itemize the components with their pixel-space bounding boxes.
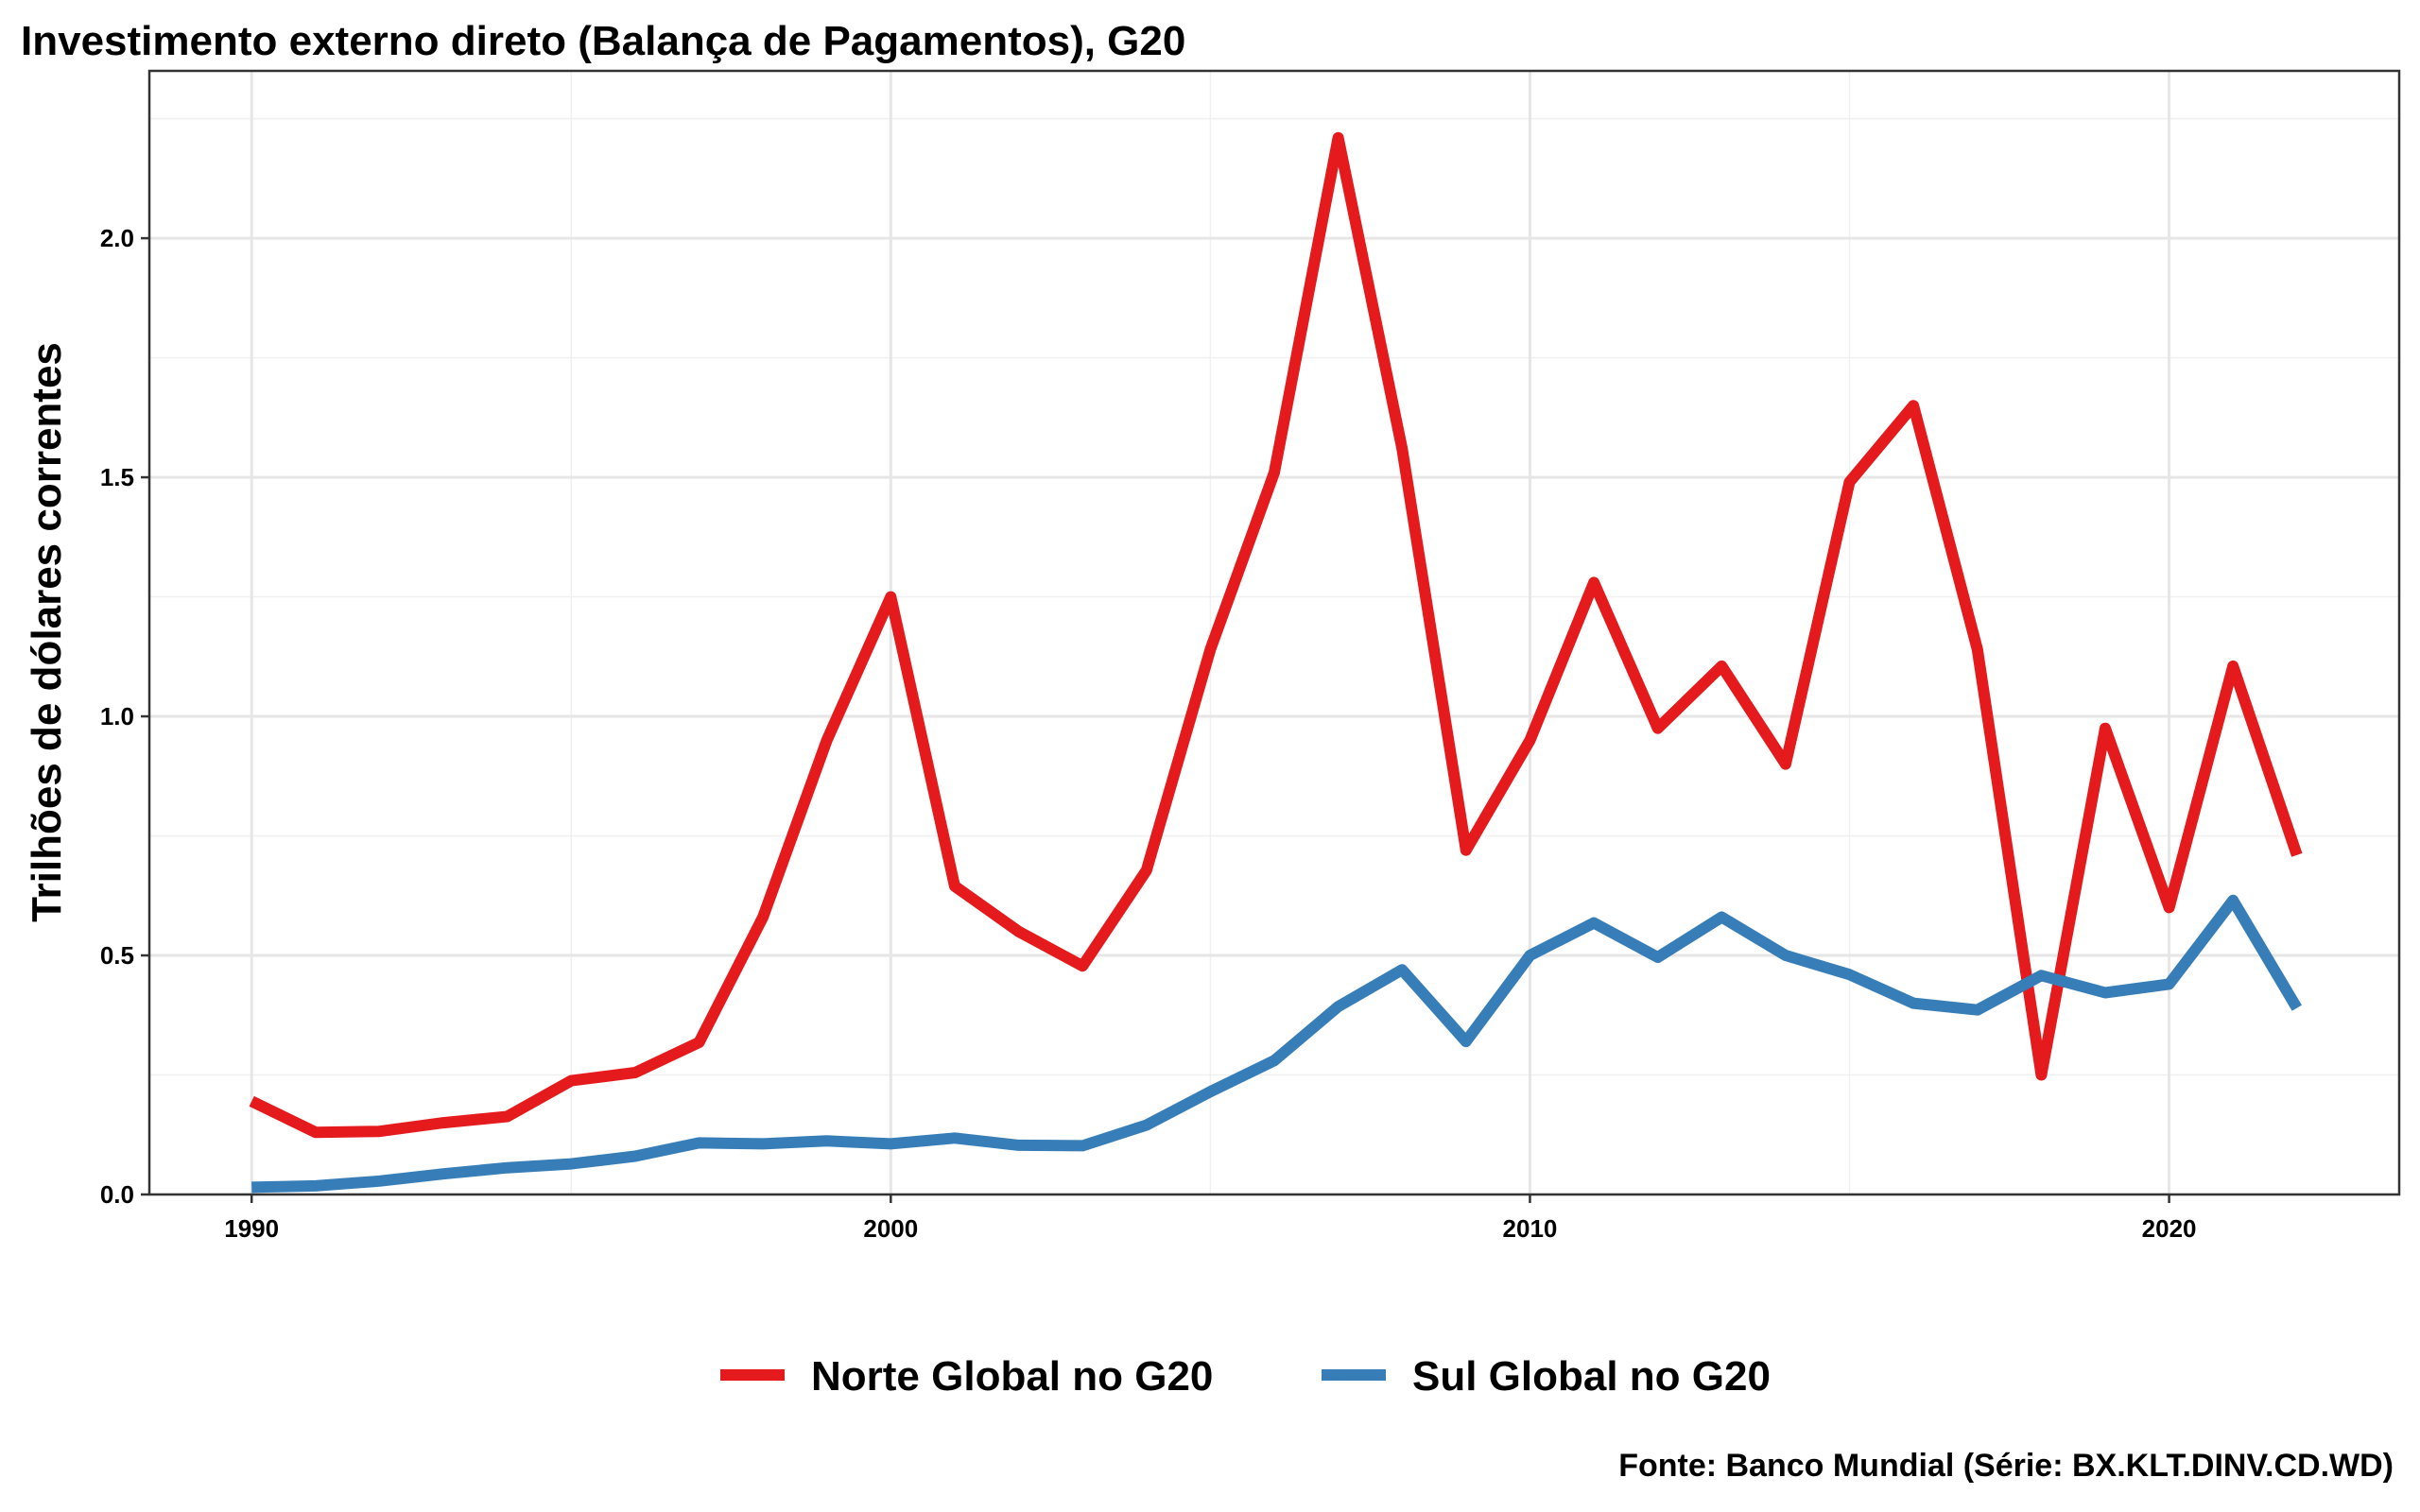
y-tick-label: 0.0 (100, 1180, 134, 1209)
y-axis-title: Trilhões de dólares correntes (24, 342, 70, 922)
y-tick-label: 1.5 (100, 463, 134, 491)
legend-label-sul-global: Sul Global no G20 (1412, 1353, 1771, 1400)
panel-border (147, 69, 2401, 1196)
x-tick-label: 2010 (1503, 1214, 1558, 1243)
y-tick-label: 1.0 (100, 702, 134, 730)
y-axis-ticks: 0.0 0.5 1.0 1.5 2.0 (100, 224, 149, 1209)
x-tick-label: 1990 (224, 1214, 279, 1243)
x-axis-ticks: 1990 2000 2010 2020 (224, 1194, 2197, 1243)
y-tick-label: 0.5 (100, 941, 134, 970)
series-line-sul-global (251, 894, 2302, 1194)
x-tick-label: 2000 (863, 1214, 918, 1243)
legend: Norte Global no G20 Sul Global no G20 (720, 1353, 1771, 1400)
chart-title: Investimento externo direto (Balança de … (21, 18, 1185, 64)
grid (149, 71, 2399, 1196)
series-line-norte-global (249, 131, 2303, 1139)
x-tick-label: 2020 (2142, 1214, 2197, 1243)
legend-label-norte-global: Norte Global no G20 (811, 1353, 1213, 1400)
chart-caption: Fonte: Banco Mundial (Série: BX.KLT.DINV… (1618, 1448, 2394, 1484)
y-tick-label: 2.0 (100, 224, 134, 252)
series-lines (249, 131, 2303, 1194)
